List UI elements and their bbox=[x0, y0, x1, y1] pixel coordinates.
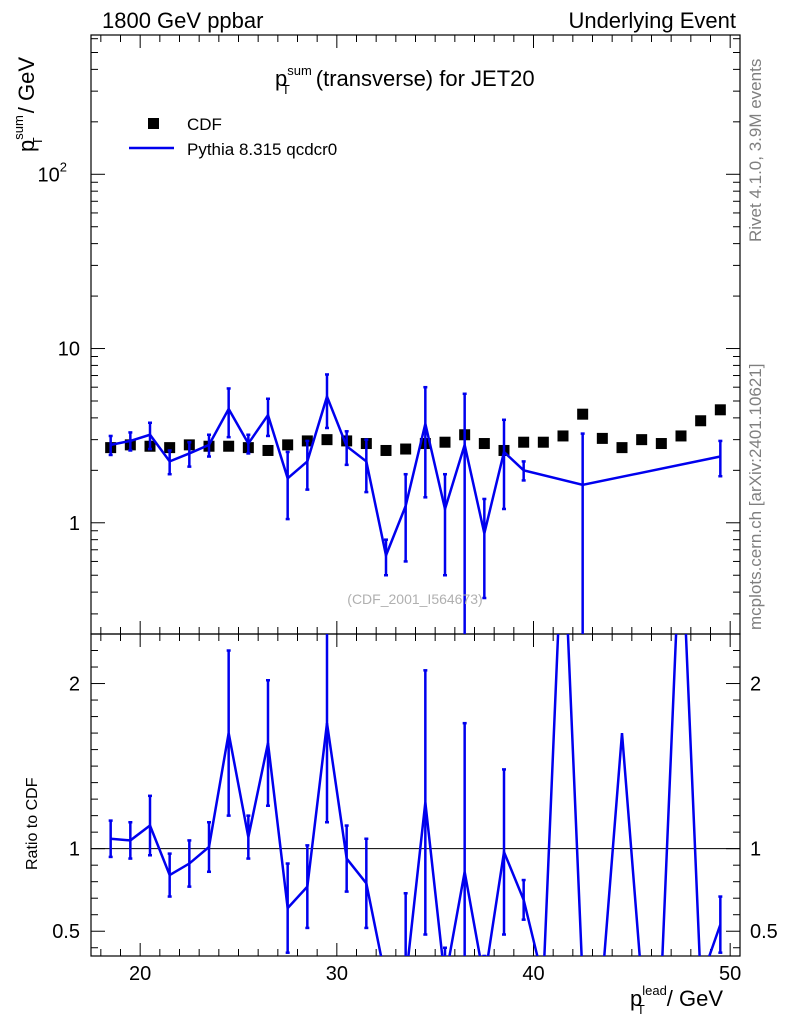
cdf-data-point bbox=[321, 434, 333, 446]
header-right: Underlying Event bbox=[568, 8, 736, 33]
cdf-data-point bbox=[537, 436, 549, 448]
analysis-watermark: (CDF_2001_I564673) bbox=[347, 591, 482, 607]
mcplots-label: mcplots.cern.ch [arXiv:2401.10621] bbox=[746, 363, 765, 630]
x-tick-label: 40 bbox=[522, 963, 544, 985]
x-axis-label: plead T / GeV bbox=[630, 983, 723, 1017]
cdf-data-point bbox=[557, 430, 569, 442]
cdf-data-point bbox=[596, 432, 608, 444]
y-tick-label-exponent: 2 bbox=[60, 159, 67, 174]
ratio-y-tick-label: 0.5 bbox=[52, 921, 80, 943]
ratio-data-layer bbox=[108, 634, 723, 956]
x-tick-label: 50 bbox=[719, 963, 741, 985]
cdf-data-point bbox=[655, 438, 667, 450]
cdf-data-point bbox=[380, 444, 392, 456]
y-axis-label: psumT/ GeV bbox=[11, 57, 45, 152]
ratio-y-tick-label-right: 0.5 bbox=[750, 921, 778, 943]
ratio-plot-frame bbox=[90, 633, 741, 957]
header-left: 1800 GeV ppbar bbox=[102, 8, 264, 33]
cdf-data-point bbox=[400, 443, 412, 455]
cdf-data-point bbox=[616, 442, 628, 454]
cdf-data-point bbox=[262, 444, 274, 456]
legend-label-pythia: Pythia 8.315 qcdcr0 bbox=[187, 140, 337, 159]
legend-label-cdf: CDF bbox=[187, 115, 222, 134]
ratio-y-axis-label: Ratio to CDF bbox=[24, 777, 41, 870]
rivet-version-label: Rivet 4.1.0, 3.9M events bbox=[746, 58, 765, 242]
cdf-data-point bbox=[223, 440, 235, 452]
cdf-data-point bbox=[675, 430, 687, 442]
cdf-data-point bbox=[478, 438, 490, 450]
cdf-data-point bbox=[577, 408, 589, 420]
x-tick-label: 20 bbox=[129, 963, 151, 985]
chart-title: psum T (transverse) for JET20 bbox=[275, 63, 535, 97]
ratio-y-tick-label: 1 bbox=[69, 839, 80, 861]
legend: CDF Pythia 8.315 qcdcr0 bbox=[129, 115, 337, 159]
x-tick-label: 30 bbox=[326, 963, 348, 985]
main-data-layer bbox=[105, 373, 726, 634]
cdf-data-point bbox=[714, 404, 726, 416]
legend-marker-cdf bbox=[148, 118, 159, 129]
ratio-y-tick-label-right: 2 bbox=[750, 674, 761, 696]
y-tick-label: 102 bbox=[38, 159, 67, 186]
ratio-line bbox=[110, 634, 722, 956]
y-tick-label-base: 10 bbox=[38, 164, 60, 186]
cdf-data-point bbox=[439, 436, 451, 448]
cdf-data-point bbox=[282, 439, 294, 451]
y-tick-label: 10 bbox=[58, 339, 80, 361]
ratio-y-tick-label: 2 bbox=[69, 674, 80, 696]
y-tick-label: 1 bbox=[69, 513, 80, 535]
ratio-y-tick-label-right: 1 bbox=[750, 839, 761, 861]
cdf-data-point bbox=[164, 442, 176, 454]
cdf-data-point bbox=[518, 436, 530, 448]
cdf-data-point bbox=[636, 434, 648, 446]
pythia-line bbox=[110, 392, 721, 560]
cdf-data-point bbox=[695, 415, 707, 427]
